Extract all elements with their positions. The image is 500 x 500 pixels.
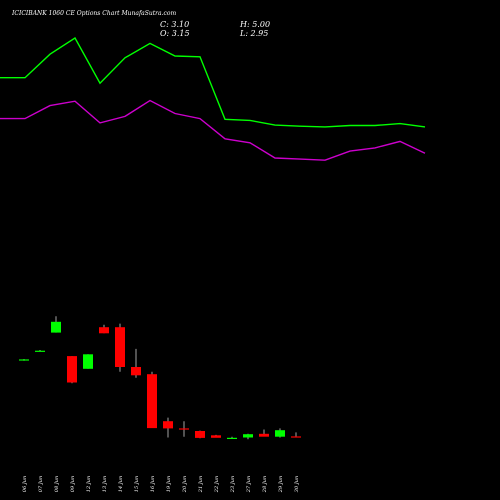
candles [19,316,301,440]
indicator-lines [0,37,426,161]
candle [19,359,29,361]
x-tick-label: 19 Jun [166,476,172,492]
x-tick-label: 06 Jun [22,476,28,492]
x-tick-label: 14 Jun [118,476,124,492]
candle-body [275,430,285,437]
x-tick-label: 12 Jun [86,476,92,492]
candle [195,430,205,439]
candle [99,324,109,334]
upper-line [0,37,426,128]
x-tick-label: 28 Jun [262,476,268,493]
candle [147,371,157,429]
x-tick-label: 15 Jun [134,476,140,492]
x-tick-label: 27 Jun [246,476,252,493]
candle-body [163,421,173,429]
candle [275,428,285,438]
x-tick-label: 22 Jun [214,476,220,493]
chart-title: ICICIBANK 1060 CE Options Chart MunafaSu… [11,10,176,17]
candle [243,433,253,440]
candle [67,356,77,384]
x-tick-label: 16 Jun [150,476,156,492]
candle-body [211,435,221,438]
candle-body [291,436,301,438]
candle-body [19,359,29,361]
candle-body [259,433,269,437]
candle [211,434,221,438]
x-tick-label: 30 Jun [294,476,300,492]
candle [35,350,45,352]
x-tick-label: 21 Jun [198,476,204,493]
candle [83,354,93,369]
low-readout: L: 2.95 [239,29,268,38]
x-tick-label: 13 Jun [102,476,108,492]
candle-body [147,374,157,429]
candle-body [243,434,253,438]
candle-body [83,354,93,369]
candle-body [227,437,237,439]
candle-body [99,327,109,334]
candle-body [115,327,125,367]
candle [259,429,269,437]
candle [291,432,301,438]
open-readout: O: 3.15 [160,29,190,38]
candle [163,417,173,438]
x-tick-label: 23 Jun [230,476,236,493]
x-tick-label: 09 Jun [70,476,76,492]
candle [131,348,141,378]
candle [51,316,61,333]
high-readout: H: 5.00 [239,20,270,29]
candle-body [195,431,205,438]
candle-body [67,356,77,383]
x-tick-label: 29 Jun [278,476,284,493]
candle [227,436,237,439]
lower-line [0,99,426,161]
candle [179,421,189,437]
candle [115,323,125,372]
candle-body [131,367,141,376]
x-axis-ticks: 06 Jun 07 Jun 08 Jun 09 Jun 12 Jun 13 Jun 14 J… [22,476,300,493]
candle-body [51,321,61,333]
close-readout: C: 3.10 [160,20,189,29]
x-tick-label: 08 Jun [54,476,60,492]
candle-body [179,428,189,430]
x-tick-label: 20 Jun [182,476,188,493]
x-tick-label: 07 Jun [38,476,44,492]
candle-body [35,350,45,352]
